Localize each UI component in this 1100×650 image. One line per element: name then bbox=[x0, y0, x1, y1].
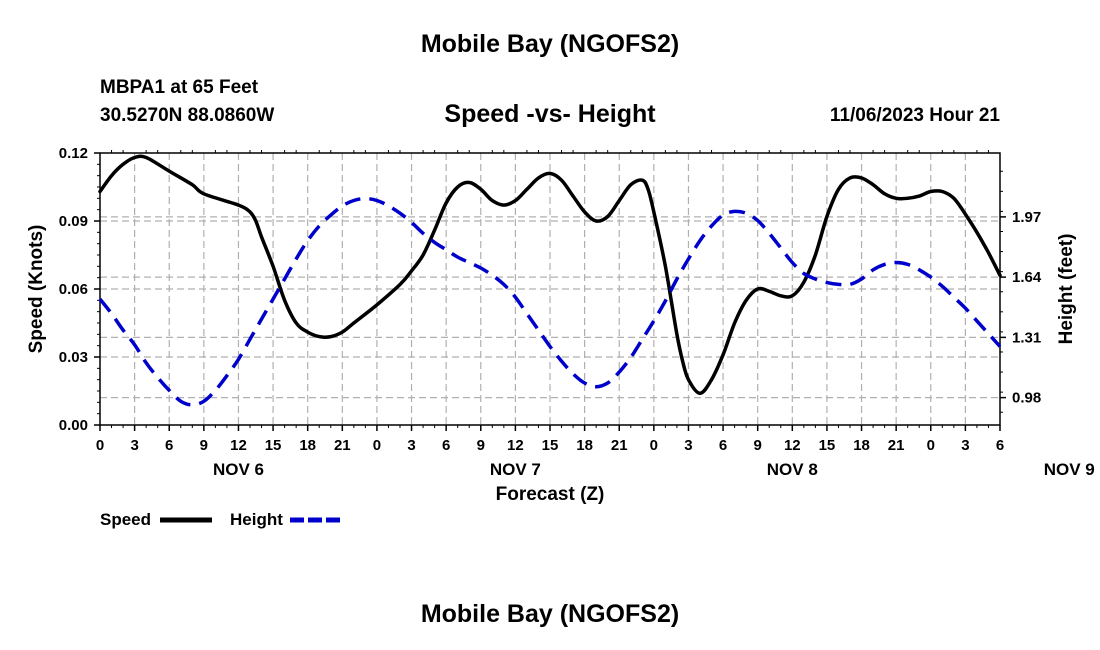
date-label: NOV 9 bbox=[1044, 460, 1095, 479]
y-tick-label-right: 0.98 bbox=[1012, 390, 1041, 407]
legend-speed-label: Speed bbox=[100, 510, 152, 529]
x-tick-label: 6 bbox=[165, 437, 173, 454]
chart-subtitle: Speed -vs- Height bbox=[444, 100, 656, 128]
x-tick-label: 6 bbox=[719, 437, 727, 454]
height-series-line bbox=[98, 196, 1002, 407]
x-tick-label: 9 bbox=[477, 437, 485, 454]
x-tick-label: 3 bbox=[130, 437, 138, 454]
y-tick-label-right: 1.97 bbox=[1012, 209, 1041, 226]
legend-height-label: Height bbox=[230, 510, 283, 529]
y-axis-label-left: Speed (Knots) bbox=[26, 225, 47, 354]
date-label: NOV 8 bbox=[767, 460, 818, 479]
y-tick-label-right: 1.64 bbox=[1012, 269, 1042, 286]
chart-title: Mobile Bay (NGOFS2) bbox=[420, 30, 680, 58]
y-axis-label-right: Height (feet) bbox=[1056, 234, 1077, 345]
x-tick-label: 18 bbox=[299, 437, 316, 454]
x-tick-label: 9 bbox=[754, 437, 762, 454]
x-tick-label: 3 bbox=[407, 437, 415, 454]
x-tick-label: 3 bbox=[684, 437, 692, 454]
x-tick-label: 18 bbox=[853, 437, 870, 454]
y-tick-label-left: 0.12 bbox=[59, 145, 88, 162]
x-tick-label: 3 bbox=[961, 437, 969, 454]
y-tick-label-left: 0.03 bbox=[59, 349, 88, 366]
x-tick-label: 12 bbox=[230, 437, 247, 454]
forecast-datetime: 11/06/2023 Hour 21 bbox=[829, 105, 1000, 126]
date-label: NOV 6 bbox=[213, 460, 264, 479]
x-axis-label: Forecast (Z) bbox=[496, 484, 605, 505]
grid bbox=[100, 152, 1000, 425]
x-tick-label: 21 bbox=[611, 437, 628, 454]
x-tick-label: 0 bbox=[373, 437, 381, 454]
x-tick-label: 12 bbox=[784, 437, 801, 454]
x-tick-label: 6 bbox=[442, 437, 450, 454]
footer-title: Mobile Bay (NGOFS2) bbox=[420, 600, 680, 628]
y-tick-label-right: 1.31 bbox=[1012, 329, 1041, 346]
x-tick-label: 15 bbox=[819, 437, 836, 454]
x-tick-label: 15 bbox=[265, 437, 282, 454]
x-tick-label: 21 bbox=[334, 437, 351, 454]
coordinates-label: 30.5270N 88.0860W bbox=[100, 105, 275, 126]
speed-series-line bbox=[98, 154, 1002, 396]
x-tick-label: 6 bbox=[996, 437, 1004, 454]
y-tick-label-left: 0.00 bbox=[59, 417, 88, 434]
x-tick-label: 12 bbox=[507, 437, 524, 454]
y-tick-label-left: 0.09 bbox=[59, 213, 88, 230]
x-tick-label: 0 bbox=[927, 437, 935, 454]
x-tick-label: 18 bbox=[576, 437, 593, 454]
date-label: NOV 7 bbox=[490, 460, 541, 479]
x-tick-label: 0 bbox=[96, 437, 104, 454]
station-label: MBPA1 at 65 Feet bbox=[100, 77, 259, 98]
y-tick-label-left: 0.06 bbox=[59, 281, 88, 298]
x-tick-label: 15 bbox=[542, 437, 559, 454]
x-tick-label: 21 bbox=[888, 437, 905, 454]
axes: 0 3 6 9 12 15 18 21 0 3 6 9 12 15 18 21 0 3 6 9 12 15 18 21 0 3 6 N… bbox=[59, 145, 1095, 479]
x-tick-label: 9 bbox=[200, 437, 208, 454]
x-tick-label: 0 bbox=[650, 437, 658, 454]
